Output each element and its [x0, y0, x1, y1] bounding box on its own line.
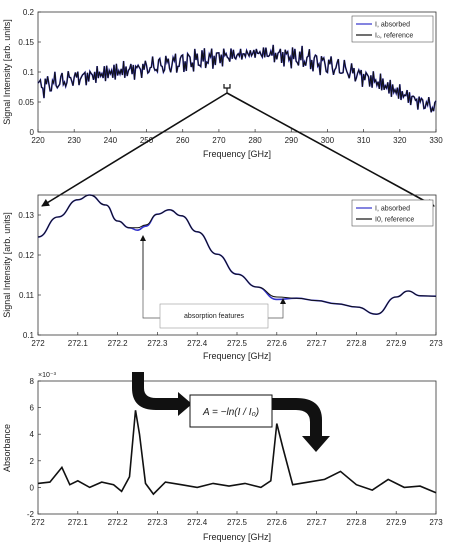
- equation-callout: A = −ln(I / I₀): [132, 372, 330, 452]
- series-group-2: [37, 194, 437, 316]
- x-tick-label: 272.9: [386, 518, 407, 527]
- zoom-arrow-left: [41, 92, 228, 207]
- x-tick-label: 272: [31, 339, 45, 348]
- y-axis-label-2: Signal Intensity [arb. units]: [2, 212, 12, 318]
- series-line-absorbed: [37, 410, 437, 496]
- legend-label-absorbed-2: I, absorbed: [375, 206, 410, 213]
- y-ticks-1: 0 0.05 0.1 0.15 0.2: [18, 8, 41, 137]
- legend-2: I, absorbed I0, reference: [351, 199, 434, 227]
- x-tick-label: 272.7: [307, 339, 328, 348]
- panel-2: 272 272.1 272.2 272.3 272.4 272.5 272.6 272.7 27…: [2, 194, 443, 361]
- legend-label-absorbed-1: I, absorbed: [375, 22, 410, 29]
- y-multiplier: ×10⁻³: [38, 372, 57, 379]
- x-tick-label: 272.1: [68, 339, 89, 348]
- x-tick-label: 272.8: [346, 339, 367, 348]
- x-tick-label: 310: [357, 136, 371, 145]
- y-tick-label: 2: [30, 457, 35, 466]
- legend-label-reference-2: I0, reference: [375, 217, 414, 224]
- y-axis-label-3: Absorbance: [2, 424, 12, 472]
- legend-box-1: [351, 15, 434, 43]
- x-tick-label: 330: [429, 136, 443, 145]
- y-tick-label: 0.05: [18, 98, 34, 107]
- x-tick-label: 300: [321, 136, 335, 145]
- x-tick-label: 272.2: [108, 339, 129, 348]
- x-ticks-1: 220 230 240 250 260 270 280 290 300 310 320 330: [31, 129, 443, 145]
- y-tick-label: 0.2: [23, 8, 35, 17]
- x-tick-label: 272.7: [307, 518, 328, 527]
- x-tick-label: 272.9: [386, 339, 407, 348]
- x-tick-label: 220: [31, 136, 45, 145]
- x-tick-label: 240: [104, 136, 118, 145]
- x-tick-label: 272.2: [108, 518, 129, 527]
- x-axis-label-2: Frequency [GHz]: [203, 351, 271, 361]
- x-tick-label: 272.4: [187, 339, 208, 348]
- annotation-box: [159, 303, 269, 329]
- x-ticks-2: 272 272.1 272.2 272.3 272.4 272.5 272.6 272.7 27…: [31, 332, 443, 348]
- y-tick-label: 0.1: [23, 331, 35, 340]
- x-axis-label-1: Frequency [GHz]: [203, 149, 271, 159]
- series-group-1: [37, 44, 437, 113]
- zoom-bracket: [223, 84, 231, 89]
- x-ticks-3: 272 272.1 272.2 272.3 272.4 272.5 272.6 272.7 27…: [31, 511, 443, 527]
- y-tick-label: 0.13: [18, 211, 34, 220]
- legend-label-reference-1: I₀, reference: [375, 33, 413, 40]
- series-line-reference: [37, 194, 437, 315]
- x-tick-label: 272.5: [227, 339, 248, 348]
- y-tick-label: 0.1: [23, 68, 35, 77]
- x-tick-label: 272.8: [346, 518, 367, 527]
- legend-box-2: [351, 199, 434, 227]
- y-tick-label: 0: [30, 483, 35, 492]
- legend-1: I, absorbed I₀, reference: [351, 15, 434, 43]
- zoom-connector: [41, 84, 435, 207]
- equation-box: [189, 394, 273, 428]
- series-line-reference: [37, 44, 437, 113]
- annotation-bracket: [142, 290, 284, 319]
- panel-3: 272 272.1 272.2 272.3 272.4 272.5 272.6 272.7 27…: [2, 372, 443, 542]
- x-tick-label: 273: [429, 518, 443, 527]
- x-tick-label: 272.1: [68, 518, 89, 527]
- y-ticks-3: -2 0 2 4 6 8: [27, 377, 41, 519]
- x-tick-label: 320: [393, 136, 407, 145]
- y-tick-label: 0.12: [18, 251, 34, 260]
- y-tick-label: 0: [30, 128, 35, 137]
- panel-1: 220 230 240 250 260 270 280 290 300 310 320 330 0 0.…: [2, 8, 443, 159]
- x-tick-label: 272.5: [227, 518, 248, 527]
- x-tick-label: 272: [31, 518, 45, 527]
- x-tick-label: 273: [429, 339, 443, 348]
- x-tick-label: 272.3: [147, 518, 168, 527]
- x-tick-label: 260: [176, 136, 190, 145]
- x-tick-label: 270: [212, 136, 226, 145]
- equation-text: A = −ln(I / I₀): [202, 407, 259, 418]
- y-axis-label-1: Signal Intensity [arb. units]: [2, 19, 12, 125]
- zoom-arrow-right: [226, 92, 435, 207]
- y-tick-label: 0.11: [19, 291, 35, 300]
- y-tick-label: -2: [27, 510, 35, 519]
- x-tick-label: 280: [248, 136, 262, 145]
- flow-arrow-left: [132, 372, 192, 416]
- annotation-text: absorption features: [184, 313, 244, 320]
- x-tick-label: 290: [285, 136, 299, 145]
- x-tick-label: 272.4: [187, 518, 208, 527]
- y-tick-label: 4: [30, 430, 35, 439]
- y-tick-label: 6: [30, 404, 35, 413]
- flow-arrow-right: [272, 398, 330, 452]
- series-group-3: [37, 410, 437, 496]
- absorption-annotation: absorption features: [140, 235, 286, 329]
- x-tick-label: 272.6: [267, 339, 288, 348]
- x-tick-label: 250: [140, 136, 154, 145]
- x-tick-label: 272.6: [267, 518, 288, 527]
- y-tick-label: 8: [30, 377, 35, 386]
- x-tick-label: 272.3: [147, 339, 168, 348]
- y-tick-label: 0.15: [18, 38, 34, 47]
- x-axis-label-3: Frequency [GHz]: [203, 532, 271, 542]
- x-tick-label: 230: [68, 136, 82, 145]
- y-ticks-2: 0.1 0.11 0.12 0.13: [18, 211, 41, 340]
